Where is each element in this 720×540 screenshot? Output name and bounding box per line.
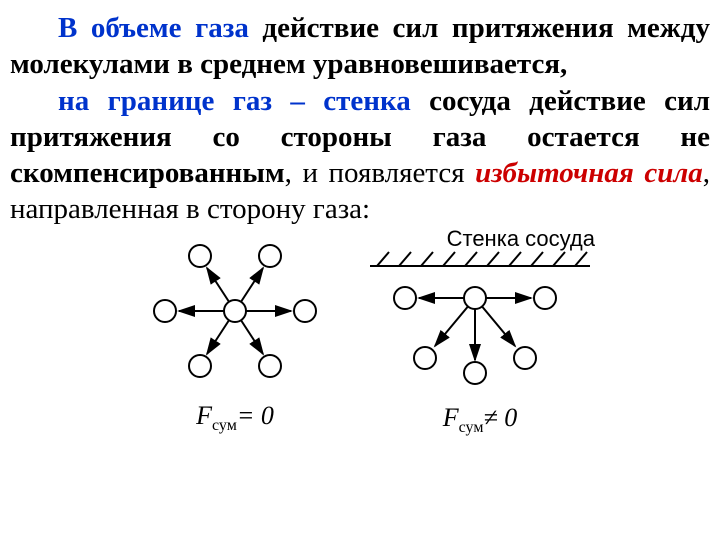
phrase-boundary: на границе газ – стенка (58, 85, 411, 117)
wall-svg (365, 248, 595, 398)
diagram-wall: Стенка сосуда (365, 226, 595, 437)
molecules-bulk (154, 245, 316, 377)
wall-hatching (377, 252, 587, 266)
phrase-and: , и появляется (285, 157, 475, 189)
phrase-excess-force: избыточная сила (475, 157, 703, 189)
diagram-bulk: Fсум= 0 (125, 226, 345, 437)
bulk-svg (125, 226, 345, 396)
caption-left: Fсум= 0 (125, 401, 345, 435)
caption-right: Fсум≠ 0 (365, 403, 595, 437)
phrase-volume: В объеме газа (58, 12, 249, 44)
main-paragraph: В объеме газа действие сил притяжения ме… (10, 10, 710, 228)
diagram-row: Fсум= 0 Стенка сосуда (10, 226, 710, 437)
